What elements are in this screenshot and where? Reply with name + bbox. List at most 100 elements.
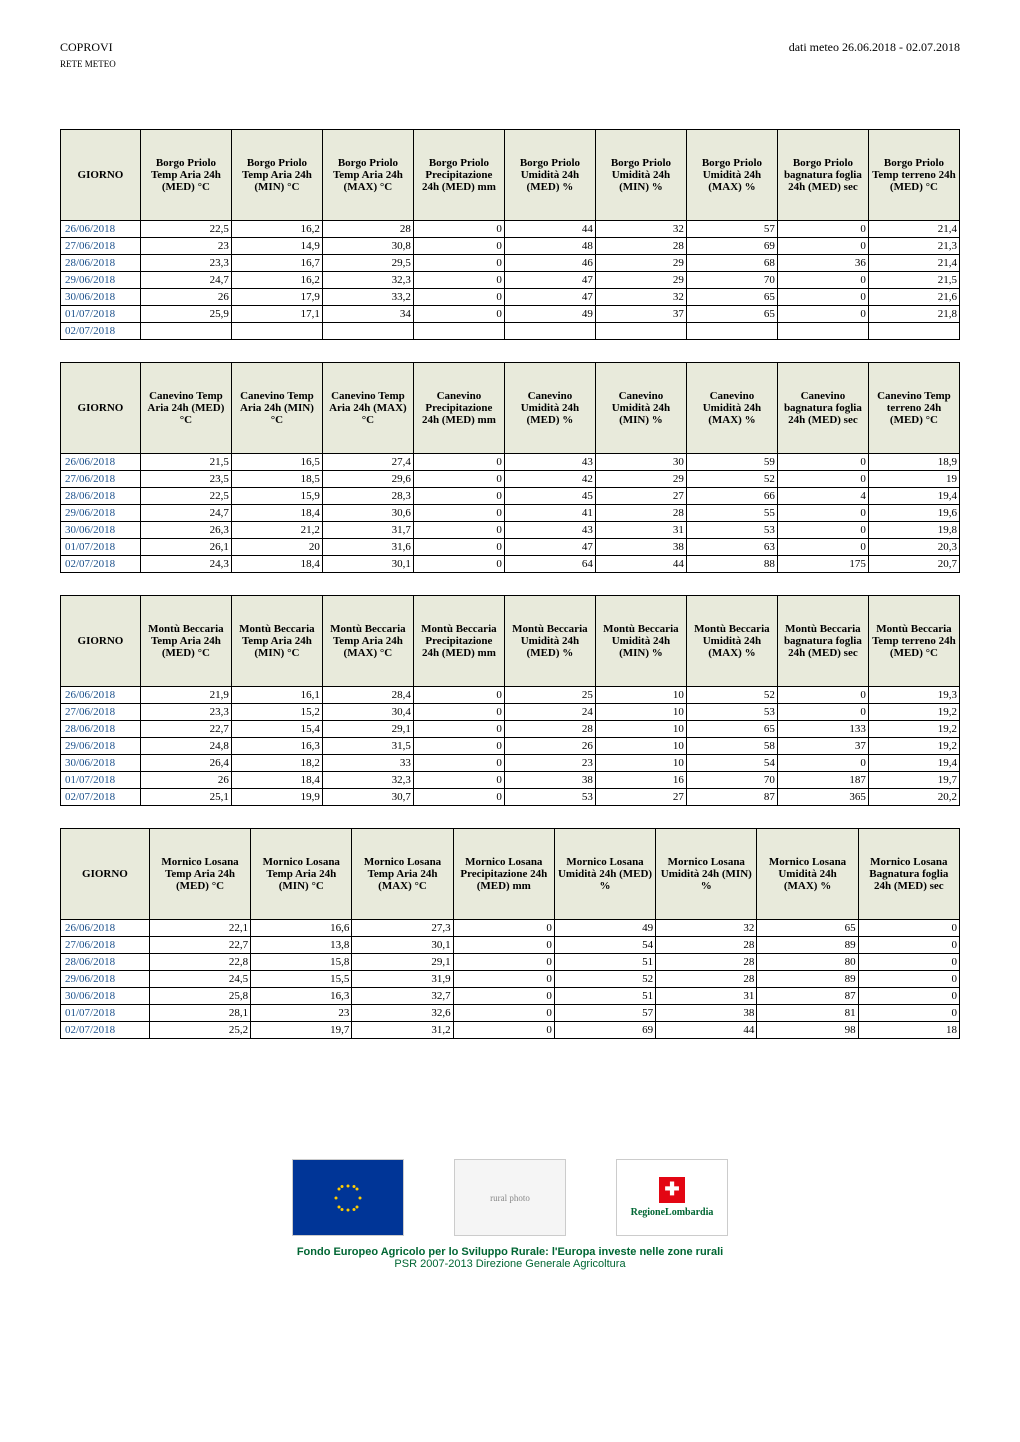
- col-temp-max: Montù Beccaria Temp Aria 24h (MAX) °C: [322, 596, 413, 687]
- cell-bagn: 0: [777, 471, 868, 488]
- cell-umed: 52: [554, 971, 655, 988]
- cell-prec: 0: [413, 272, 504, 289]
- col-temp-min: Montù Beccaria Temp Aria 24h (MIN) °C: [231, 596, 322, 687]
- table-row: 01/07/201825,917,1340493765021,8: [61, 306, 960, 323]
- cell-tmin: 16,1: [231, 687, 322, 704]
- cell-bagn: 187: [777, 772, 868, 789]
- cell-umin: 31: [656, 988, 757, 1005]
- table-row: 27/06/201823,315,230,40241053019,2: [61, 704, 960, 721]
- cell-tmax: 28,4: [322, 687, 413, 704]
- cell-date: 29/06/2018: [61, 738, 141, 755]
- cell-tmax: 31,6: [322, 539, 413, 556]
- cell-tmin: 23: [251, 1005, 352, 1022]
- cell-umax: 68: [686, 255, 777, 272]
- cell-tmax: 31,2: [352, 1022, 453, 1039]
- col-precip: Borgo Priolo Precipitazione 24h (MED) mm: [413, 130, 504, 221]
- col-giorno: GIORNO: [61, 829, 150, 920]
- col-bagn: Montù Beccaria bagnatura foglia 24h (MED…: [777, 596, 868, 687]
- cell-date: 26/06/2018: [61, 221, 141, 238]
- cell-umed: 47: [504, 539, 595, 556]
- table-row: 27/06/201823,518,529,60422952019: [61, 471, 960, 488]
- cell-umin: 38: [656, 1005, 757, 1022]
- cell-umin: 38: [595, 539, 686, 556]
- cell-tmin: 15,9: [231, 488, 322, 505]
- cell-umed: 45: [504, 488, 595, 505]
- cell-terr: 21,3: [868, 238, 959, 255]
- cell-umax: 59: [686, 454, 777, 471]
- cell-umin: 31: [595, 522, 686, 539]
- cell-tmed: 22,7: [149, 937, 250, 954]
- rural-photo: rural photo: [454, 1159, 566, 1236]
- cell-tmed: 24,7: [140, 272, 231, 289]
- cell-umax: 98: [757, 1022, 858, 1039]
- cell-tmin: 18,4: [231, 772, 322, 789]
- cell-prec: 0: [413, 306, 504, 323]
- cell-umin: 27: [595, 488, 686, 505]
- cell-umax: 87: [686, 789, 777, 806]
- cell-umin: 28: [656, 937, 757, 954]
- cell-prec: 0: [413, 238, 504, 255]
- cell-tmax: 30,6: [322, 505, 413, 522]
- cell-umax: [686, 323, 777, 340]
- table-row: 01/07/201826,12031,60473863020,3: [61, 539, 960, 556]
- col-precip: Montù Beccaria Precipitazione 24h (MED) …: [413, 596, 504, 687]
- cell-umin: 10: [595, 687, 686, 704]
- table-row: 29/06/201824,718,430,60412855019,6: [61, 505, 960, 522]
- station-table: GIORNOMontù Beccaria Temp Aria 24h (MED)…: [60, 595, 960, 806]
- cell-tmed: 23,3: [140, 255, 231, 272]
- table-row: 02/07/201825,219,731,2069449818: [61, 1022, 960, 1039]
- cell-date: 26/06/2018: [61, 920, 150, 937]
- cell-umed: 41: [504, 505, 595, 522]
- cell-bagn: [777, 323, 868, 340]
- cell-tmed: 22,5: [140, 488, 231, 505]
- cell-umin: 16: [595, 772, 686, 789]
- page-footer: rural photo ✚ RegioneLombardia Fondo Eur…: [60, 1159, 960, 1270]
- col-temp-max: Borgo Priolo Temp Aria 24h (MAX) °C: [322, 130, 413, 221]
- col-temp-med: Montù Beccaria Temp Aria 24h (MED) °C: [140, 596, 231, 687]
- cell-tmed: 21,5: [140, 454, 231, 471]
- eu-flag-logo: [292, 1159, 404, 1236]
- cell-tmax: 29,5: [322, 255, 413, 272]
- cell-tmin: 16,2: [231, 221, 322, 238]
- cell-tmax: 31,9: [352, 971, 453, 988]
- cell-umax: 89: [757, 971, 858, 988]
- cell-tmed: 26,1: [140, 539, 231, 556]
- col-umid-med: Mornico Losana Umidità 24h (MED) %: [554, 829, 655, 920]
- cell-umed: 49: [554, 920, 655, 937]
- cell-umin: 32: [595, 221, 686, 238]
- col-umid-max: Montù Beccaria Umidità 24h (MAX) %: [686, 596, 777, 687]
- cell-tmax: 31,7: [322, 522, 413, 539]
- col-temp-max: Canevino Temp Aria 24h (MAX) °C: [322, 363, 413, 454]
- cell-tmax: 32,3: [322, 272, 413, 289]
- cell-umed: 43: [504, 522, 595, 539]
- cell-umed: 47: [504, 272, 595, 289]
- cell-tmed: 25,2: [149, 1022, 250, 1039]
- cell-tmin: [231, 323, 322, 340]
- cell-umax: 52: [686, 687, 777, 704]
- cell-prec: [413, 323, 504, 340]
- cell-tmin: 13,8: [251, 937, 352, 954]
- cell-tmax: 27,3: [352, 920, 453, 937]
- cell-umed: 28: [504, 721, 595, 738]
- cell-tmed: 26,3: [140, 522, 231, 539]
- cell-tmed: 22,5: [140, 221, 231, 238]
- cell-bagn: 0: [777, 221, 868, 238]
- col-terreno: Canevino Temp terreno 24h (MED) °C: [868, 363, 959, 454]
- table-row: 28/06/201822,815,829,105128800: [61, 954, 960, 971]
- cell-bagn: 0: [777, 238, 868, 255]
- col-temp-med: Borgo Priolo Temp Aria 24h (MED) °C: [140, 130, 231, 221]
- col-giorno: GIORNO: [61, 596, 141, 687]
- col-umid-min: Borgo Priolo Umidità 24h (MIN) %: [595, 130, 686, 221]
- cell-terr: 20,3: [868, 539, 959, 556]
- cell-date: 01/07/2018: [61, 306, 141, 323]
- cell-tmed: 21,9: [140, 687, 231, 704]
- cell-tmax: 34: [322, 306, 413, 323]
- cell-terr: 19,4: [868, 755, 959, 772]
- cell-umax: 70: [686, 272, 777, 289]
- table-row: 29/06/201824,816,331,502610583719,2: [61, 738, 960, 755]
- footer-line2: PSR 2007-2013 Direzione Generale Agricol…: [60, 1258, 960, 1270]
- cell-umax: 54: [686, 755, 777, 772]
- cell-tmin: 14,9: [231, 238, 322, 255]
- col-giorno: GIORNO: [61, 363, 141, 454]
- org-name: COPROVI: [60, 40, 113, 55]
